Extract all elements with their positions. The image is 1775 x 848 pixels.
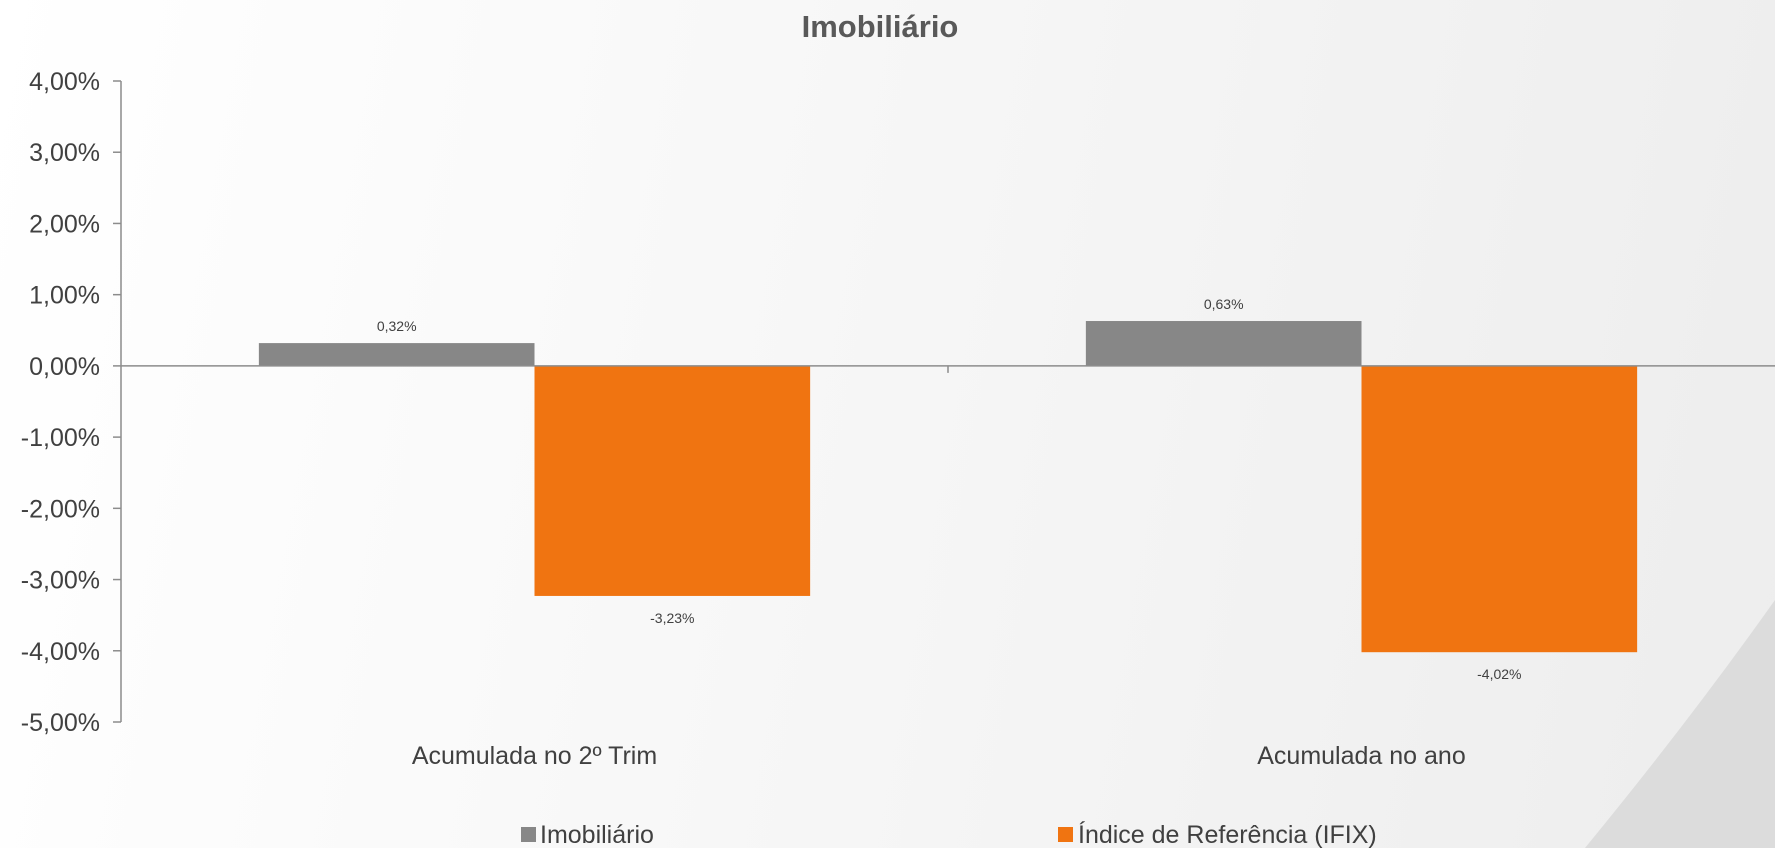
- y-tick-label: -3,00%: [21, 567, 100, 595]
- legend-item-imobiliario: Imobiliário: [521, 821, 654, 848]
- y-tick-label: -2,00%: [21, 495, 100, 523]
- data-label: -4,02%: [1477, 666, 1521, 682]
- y-tick-label: 4,00%: [29, 68, 100, 96]
- background-swoosh: [1585, 600, 1775, 848]
- chart-title: Imobiliário: [802, 9, 959, 44]
- y-tick-label: 0,00%: [29, 353, 100, 381]
- y-tick-label: 1,00%: [29, 282, 100, 310]
- y-tick-label: -5,00%: [21, 709, 100, 737]
- legend-swatch-ifix: [1058, 827, 1073, 842]
- bar: [534, 365, 811, 596]
- zero-line: [121, 365, 1775, 373]
- bars: [258, 321, 1638, 653]
- legend: Imobiliário Índice de Referência (IFIX): [521, 820, 1377, 848]
- bar: [258, 343, 535, 366]
- legend-label-ifix: Índice de Referência (IFIX): [1078, 820, 1377, 848]
- data-labels: 0,32% -3,23% 0,63% -4,02%: [377, 296, 1522, 682]
- data-label: 0,32%: [377, 318, 417, 334]
- y-axis: 4,00% 3,00% 2,00% 1,00% 0,00% -1,00% -2,00% -3,…: [21, 68, 122, 737]
- bar: [1085, 321, 1362, 366]
- bar: [1361, 365, 1638, 653]
- legend-item-ifix: Índice de Referência (IFIX): [1058, 820, 1377, 848]
- y-tick-label: 2,00%: [29, 210, 100, 238]
- category-label: Acumulada no ano: [1257, 742, 1465, 770]
- y-tick-label: -1,00%: [21, 424, 100, 452]
- y-tick-label: -4,00%: [21, 638, 100, 666]
- data-label: 0,63%: [1204, 296, 1244, 312]
- x-axis-categories: Acumulada no 2º Trim Acumulada no ano: [412, 742, 1466, 770]
- legend-label-imobiliario: Imobiliário: [540, 821, 654, 848]
- category-label: Acumulada no 2º Trim: [412, 742, 657, 770]
- legend-swatch-imobiliario: [521, 827, 536, 842]
- y-tick-label: 3,00%: [29, 139, 100, 167]
- data-label: -3,23%: [650, 610, 694, 626]
